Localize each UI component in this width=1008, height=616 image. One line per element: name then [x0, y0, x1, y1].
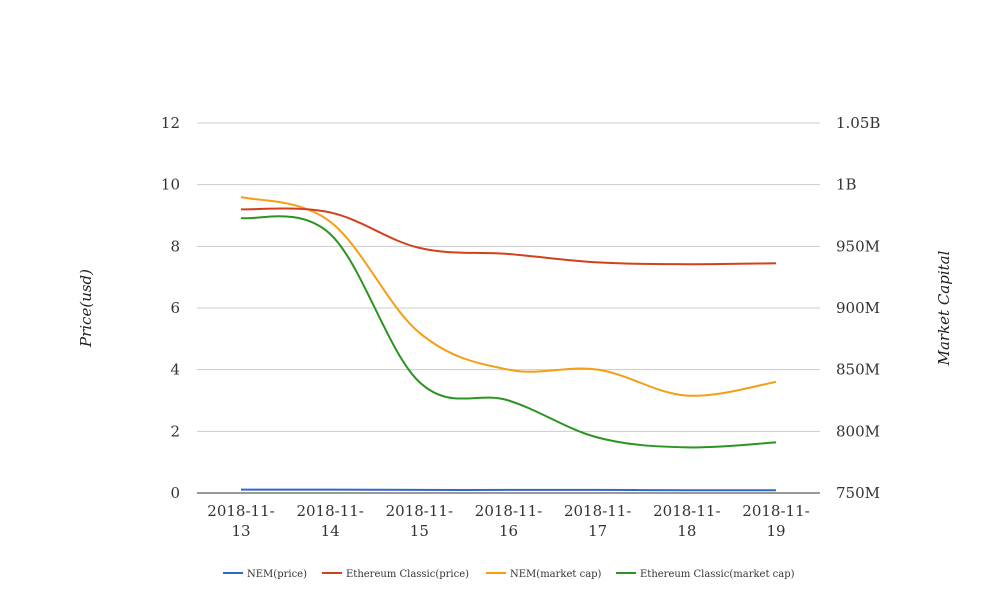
right-y-axis-title: Market Capital	[935, 250, 953, 366]
right-y-tick-label: 950M	[836, 237, 880, 255]
x-tick-label: 2018-11-18	[653, 502, 720, 540]
left-y-tick-label: 0	[170, 484, 180, 502]
legend-label: NEM(price)	[247, 569, 307, 580]
x-axis-ticks: 2018-11-13 2018-11-14 2018-11-15 2018-11-16…	[207, 502, 809, 540]
legend-label: NEM(market cap)	[510, 569, 602, 580]
left-y-axis-title: Price(usd)	[77, 269, 95, 348]
series-line-nem-market-cap	[240, 196, 777, 397]
right-y-axis-ticks: 750M 800M 850M 900M 950M 1B 1.05B	[836, 114, 880, 502]
x-tick-label: 2018-11-17	[564, 502, 631, 540]
legend-label: Ethereum Classic(market cap)	[640, 569, 795, 580]
x-tick-label: 2018-11-15	[386, 502, 453, 540]
left-y-tick-label: 12	[161, 114, 180, 132]
legend-item-ethereum-classic-price: Ethereum Classic(price)	[322, 569, 469, 580]
left-y-tick-label: 8	[170, 237, 180, 255]
right-y-tick-label: 750M	[836, 484, 880, 502]
right-y-tick-label: 850M	[836, 361, 880, 379]
left-y-tick-label: 6	[170, 299, 180, 317]
right-y-tick-label: 1.05B	[836, 114, 880, 132]
series-lines	[240, 196, 777, 492]
legend-item-nem-market-cap: NEM(market cap)	[486, 569, 602, 580]
x-tick-label: 2018-11-13	[207, 502, 274, 540]
series-line-nem-price	[240, 488, 777, 492]
legend-item-ethereum-classic-market-cap: Ethereum Classic(market cap)	[616, 569, 795, 580]
legend: NEM(price) Ethereum Classic(price) NEM(mar…	[223, 569, 795, 580]
right-y-tick-label: 1B	[836, 176, 857, 194]
left-y-tick-label: 10	[161, 176, 180, 194]
legend-label: Ethereum Classic(price)	[346, 569, 469, 580]
series-line-ethereum-classic-price	[240, 207, 777, 266]
series-line-ethereum-classic-market-cap	[240, 215, 777, 449]
left-y-tick-label: 4	[170, 361, 180, 379]
legend-item-nem-price: NEM(price)	[223, 569, 307, 580]
right-y-tick-label: 800M	[836, 422, 880, 440]
x-tick-label: 2018-11-14	[296, 502, 363, 540]
gridlines	[197, 122, 820, 494]
left-y-tick-label: 2	[170, 422, 180, 440]
x-tick-label: 2018-11-19	[742, 502, 809, 540]
left-y-axis-ticks: 0 2 4 6 8 10 12	[161, 114, 180, 502]
x-tick-label: 2018-11-16	[475, 502, 542, 540]
right-y-tick-label: 900M	[836, 299, 880, 317]
